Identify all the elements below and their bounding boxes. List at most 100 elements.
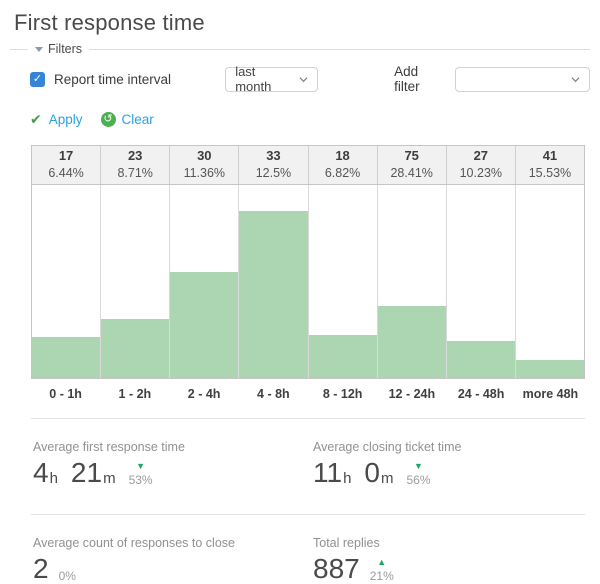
bucket-percent: 6.44% (48, 166, 84, 181)
bucket-count: 30 (197, 148, 212, 164)
stat-number: 0 (364, 457, 380, 488)
stat-label: Average first response time (33, 440, 185, 454)
stat-label: Total replies (313, 536, 380, 550)
chart-column (32, 185, 101, 378)
apply-button[interactable]: Apply (48, 112, 83, 127)
bucket-percent: 28.41% (390, 166, 433, 181)
section-divider (31, 418, 585, 419)
filters-legend-label: Filters (48, 42, 83, 56)
stat-unit: m (103, 470, 116, 487)
bucket-percent: 8.71% (117, 166, 153, 181)
report-time-interval-checkbox[interactable]: ✓ (30, 71, 45, 87)
stat-total-replies: Total replies 887 ▲ 21% (313, 536, 586, 583)
stat-avg-responses-to-close: Average count of responses to close 2 0% (33, 536, 313, 583)
bucket-count: 75 (404, 148, 419, 164)
chart-header-cell: 27 10.23% (445, 146, 515, 184)
bar (515, 360, 584, 378)
filters-legend[interactable]: Filters (28, 42, 89, 56)
chart-header-cell: 75 28.41% (376, 146, 446, 184)
x-axis-label: more 48h (522, 387, 579, 401)
trend-indicator: ▼ 56% (406, 461, 431, 487)
page-title: First response time (14, 10, 205, 35)
stat-number: 11 (313, 457, 343, 488)
stat-unit: m (381, 470, 394, 487)
stat-number: 21 (70, 457, 103, 488)
bar (308, 334, 377, 378)
bucket-percent: 11.36% (183, 166, 226, 181)
clear-button[interactable]: Clear (121, 112, 154, 127)
stat-number: 887 (313, 553, 360, 584)
section-divider (31, 514, 585, 515)
stats-row-2: Average count of responses to close 2 0%… (33, 536, 586, 583)
x-axis-label: 8 - 12h (322, 387, 363, 401)
collapse-caret-icon (35, 46, 43, 52)
add-filter-select[interactable] (454, 66, 591, 92)
bar (239, 211, 308, 378)
chart-column (100, 185, 170, 378)
trend-percent: 53% (128, 473, 153, 487)
trend-arrow-icon: ▼ (414, 461, 423, 471)
trend-arrow-icon: ▼ (136, 461, 146, 471)
filters-panel: Filters ✓ Report time interval last mont… (10, 42, 591, 128)
stat-value: 2 0% (33, 555, 313, 583)
clear-refresh-icon: ↺ (100, 112, 116, 127)
bucket-percent: 12.5% (255, 166, 292, 181)
apply-check-icon: ✔ (30, 111, 42, 127)
bucket-count: 27 (473, 148, 489, 164)
stat-label: Average count of responses to close (33, 536, 235, 550)
chart-column (376, 185, 446, 378)
bucket-count: 33 (266, 148, 281, 164)
stat-number: 2 (33, 553, 49, 584)
x-axis-label: 0 - 1h (49, 387, 82, 401)
trend-percent: 56% (406, 473, 431, 487)
chart-header-cell: 33 12.5% (238, 146, 307, 184)
chevron-down-icon (299, 76, 308, 82)
trend-percent: 21% (369, 569, 394, 583)
add-filter-label: Add filter (394, 64, 420, 94)
trend-indicator: ▼ 53% (128, 461, 153, 487)
interval-select-value: last month (235, 64, 272, 94)
x-axis-label: 4 - 8h (257, 387, 290, 401)
trend-percent: 0% (58, 569, 76, 583)
chart-header-cell: 23 8.71% (100, 146, 169, 184)
chart-header-cell: 41 15.53% (514, 146, 584, 184)
chart-column (307, 185, 377, 378)
stat-label: Average closing ticket time (313, 440, 462, 454)
chart-column (169, 185, 239, 378)
bucket-count: 18 (335, 148, 350, 164)
bucket-percent: 15.53% (528, 166, 572, 181)
filter-row: ✓ Report time interval last month Add fi… (30, 64, 591, 94)
stat-number: 4 (33, 457, 49, 488)
chart-column (238, 185, 308, 378)
response-time-chart: 17 6.44% 23 8.71% 30 11.36% 33 12.5% 18 6.82%… (31, 145, 585, 379)
stat-unit: h (343, 470, 352, 487)
x-axis-label: 24 - 48h (457, 387, 505, 401)
interval-select[interactable]: last month (225, 64, 319, 94)
bar (446, 341, 515, 378)
stat-value: 887 ▲ 21% (313, 555, 586, 583)
bucket-percent: 6.82% (324, 166, 361, 181)
chart-x-axis: 0 - 1h 1 - 2h 2 - 4h 4 - 8h 8 - 12h 12 -… (31, 387, 585, 401)
x-axis-label: 1 - 2h (118, 387, 152, 401)
chart-header-row: 17 6.44% 23 8.71% 30 11.36% 33 12.5% 18 6.82%… (32, 146, 584, 185)
bucket-percent: 10.23% (459, 166, 503, 181)
report-time-interval-filter: ✓ Report time interval (30, 71, 225, 87)
trend-indicator: 0% (59, 570, 76, 582)
bar (377, 305, 446, 378)
bucket-count: 41 (542, 148, 558, 164)
bar (32, 337, 101, 378)
report-time-interval-label: Report time interval (54, 71, 172, 87)
chart-column (514, 185, 584, 378)
bar (101, 319, 170, 378)
bucket-count: 17 (58, 148, 74, 164)
x-axis-label: 2 - 4h (187, 387, 221, 401)
bar (170, 271, 239, 378)
chart-header-cell: 17 6.44% (32, 146, 100, 184)
chevron-down-icon (571, 76, 580, 82)
filter-actions: ✔ Apply ↺ Clear (30, 111, 590, 128)
